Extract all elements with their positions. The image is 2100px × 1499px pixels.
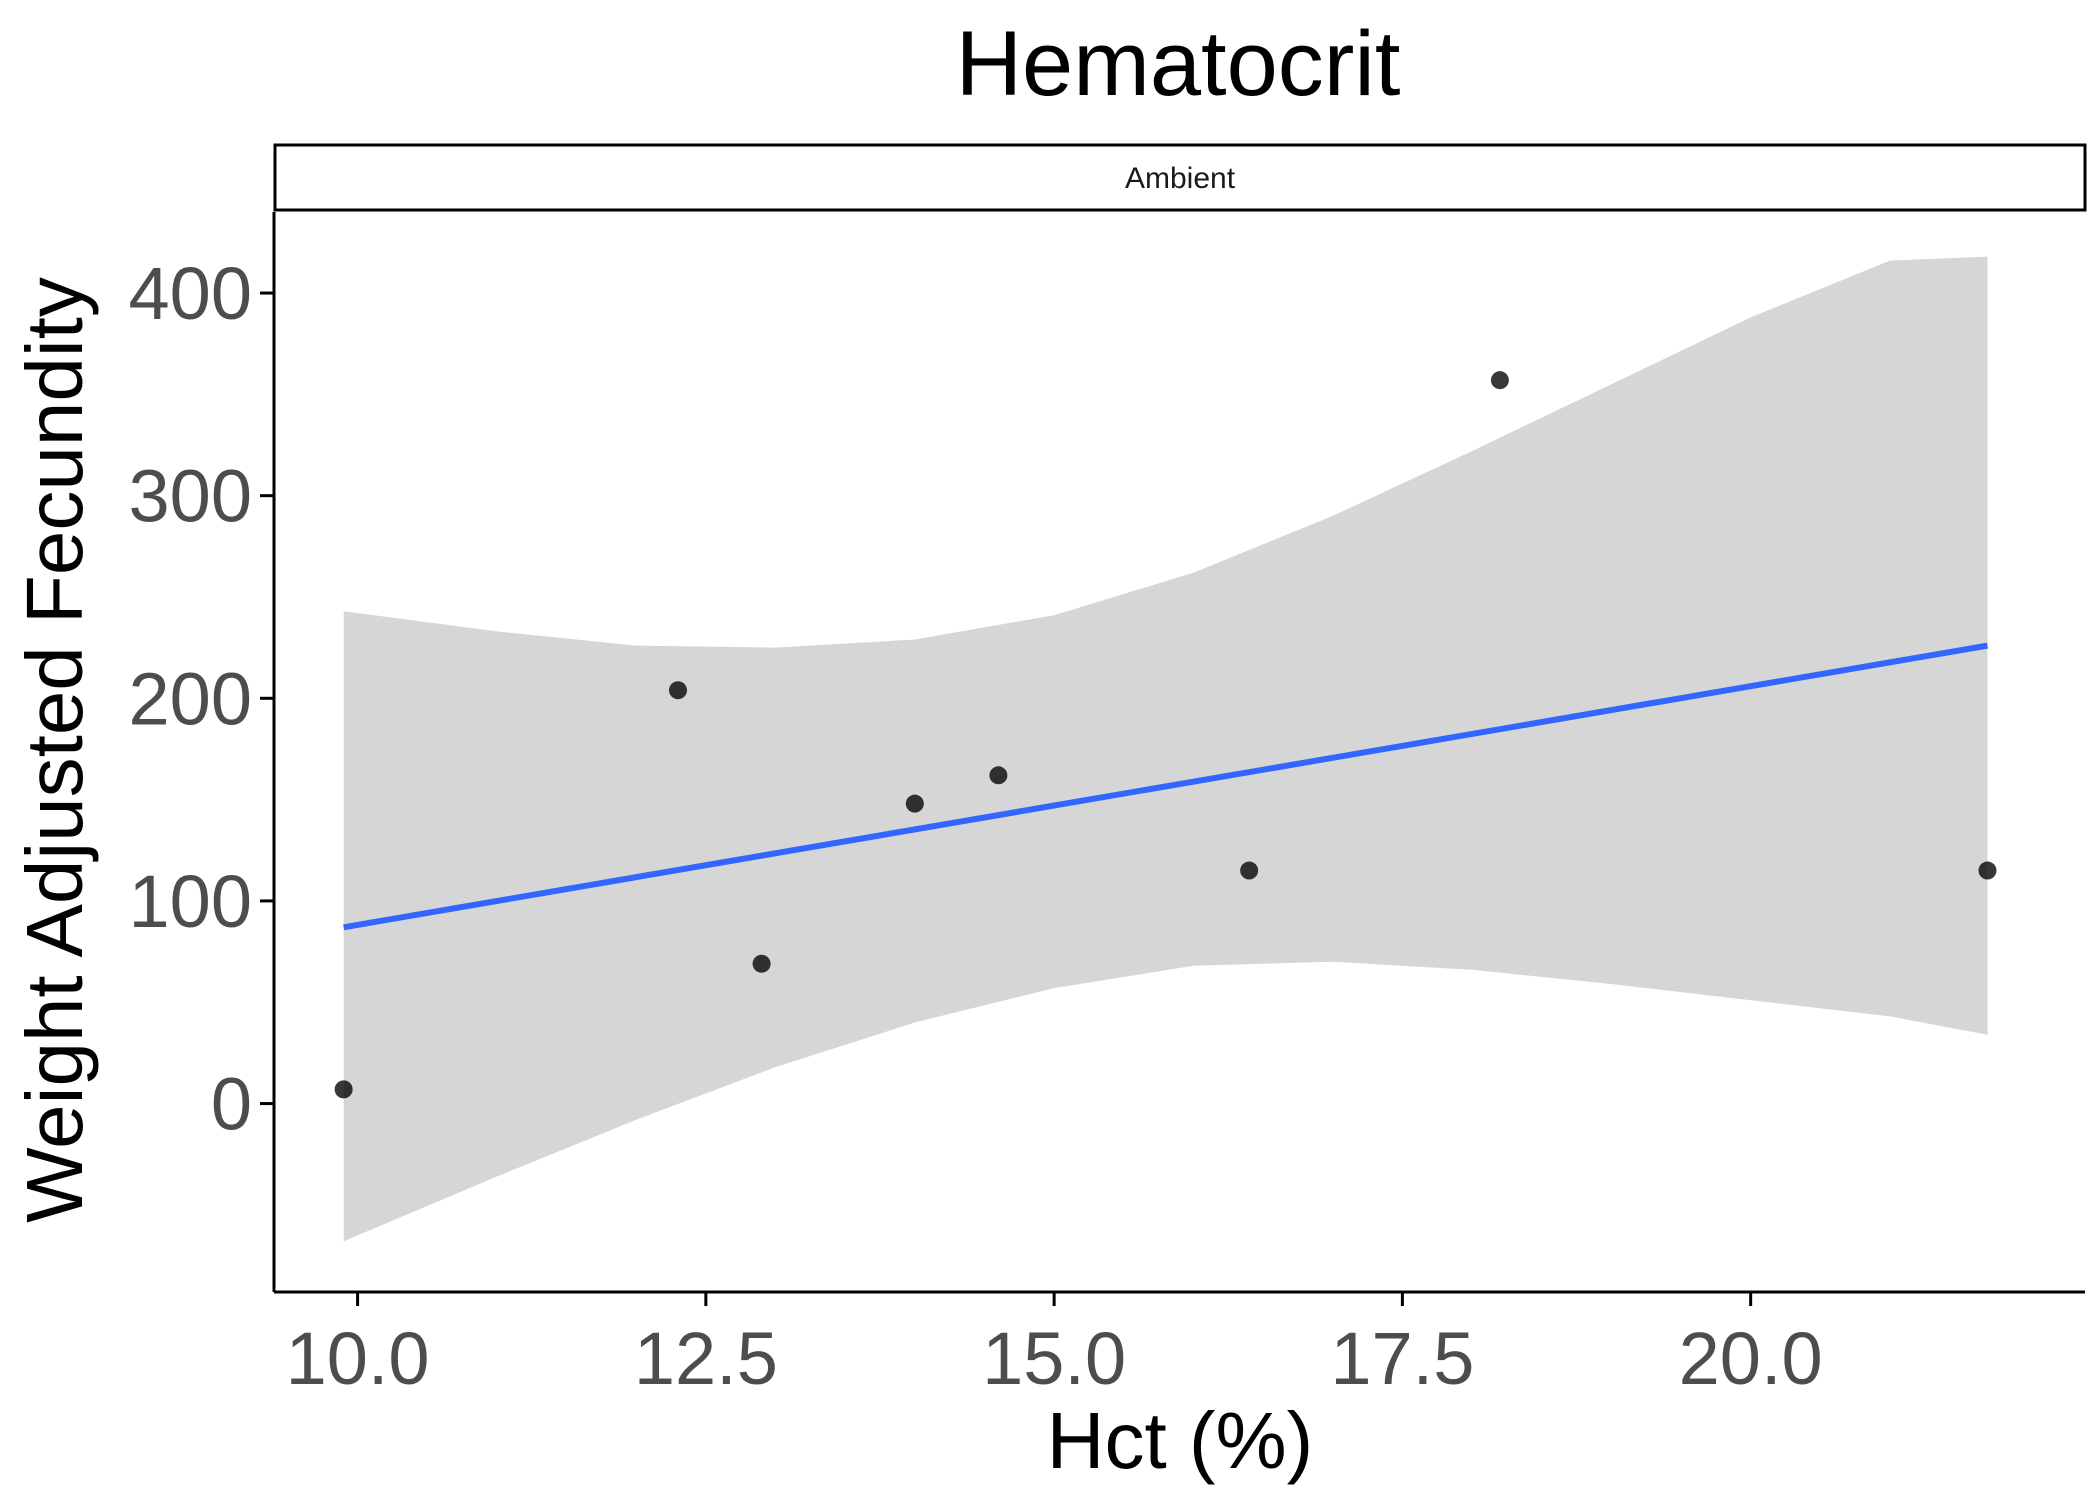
y-tick-label: 400 <box>129 252 252 335</box>
y-tick-label: 0 <box>211 1063 252 1146</box>
y-axis-ticks: 0 100 200 300 400 <box>129 252 274 1146</box>
data-point-1 <box>334 1080 353 1099</box>
facet-strip <box>273 143 2087 212</box>
chart-title: Hematocrit <box>956 13 1401 115</box>
data-point-4 <box>905 794 924 813</box>
facet-strip-label: Ambient <box>1125 162 1236 195</box>
x-tick-label: 17.5 <box>1330 1317 1474 1400</box>
x-tick-label: 20.0 <box>1679 1317 1823 1400</box>
data-point-6 <box>1240 861 1259 880</box>
x-tick-label: 10.0 <box>286 1317 430 1400</box>
y-tick-label: 200 <box>129 657 252 740</box>
data-point-2 <box>668 681 687 700</box>
x-tick-label: 15.0 <box>982 1317 1126 1400</box>
x-axis-ticks: 10.0 12.5 15.0 17.5 20.0 <box>286 1292 1823 1400</box>
data-point-8 <box>1978 861 1997 880</box>
x-tick-label: 12.5 <box>634 1317 778 1400</box>
points-layer <box>334 371 1997 1099</box>
data-point-3 <box>752 954 771 973</box>
confidence-band <box>343 256 1988 1242</box>
fit-line <box>343 642 1988 931</box>
data-point-5 <box>989 766 1008 785</box>
y-axis-title: Weight Adjusted Fecundity <box>10 277 99 1223</box>
y-tick-label: 300 <box>129 455 252 538</box>
x-axis-title: Hct (%) <box>1047 1396 1314 1485</box>
confidence-band-layer <box>343 256 1988 1242</box>
data-point-7 <box>1490 371 1509 390</box>
y-tick-label: 100 <box>129 860 252 943</box>
fit-line-layer <box>343 642 1988 931</box>
